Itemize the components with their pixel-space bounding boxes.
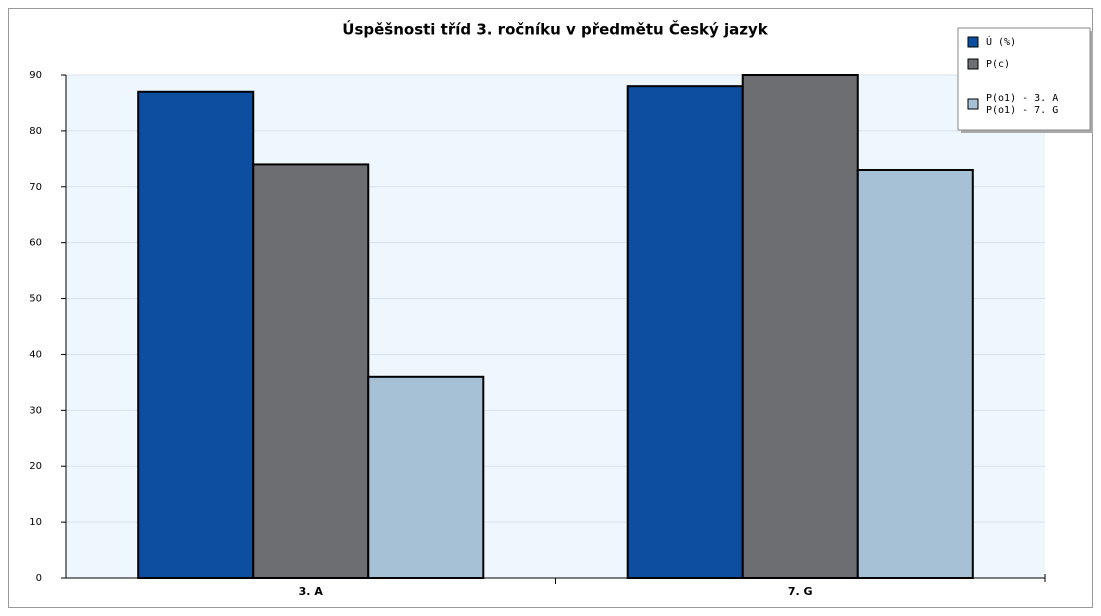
legend-swatch <box>967 98 979 110</box>
legend-label: P(c) <box>986 59 1010 70</box>
y-tick-label: 80 <box>29 126 42 137</box>
bar <box>367 375 485 579</box>
x-tick-label: 3. A <box>299 585 324 598</box>
chart-title: Úspěšnosti tříd 3. ročníku v předmětu Če… <box>342 20 768 39</box>
y-tick-label: 10 <box>29 517 42 528</box>
y-tick-label: 90 <box>29 70 42 81</box>
legend-swatch <box>967 36 979 48</box>
legend-label: P(o1) - 7. G <box>986 105 1058 116</box>
y-tick-label: 0 <box>36 573 42 584</box>
legend-swatch <box>967 58 979 70</box>
y-tick-label: 50 <box>29 294 42 305</box>
legend-box <box>957 27 1091 131</box>
bar <box>741 74 859 579</box>
bar <box>137 90 255 580</box>
y-tick-label: 60 <box>29 238 42 249</box>
y-tick-label: 20 <box>29 461 42 472</box>
y-tick-label: 40 <box>29 349 42 360</box>
bar <box>856 169 974 579</box>
bar <box>252 163 370 580</box>
legend-label: Ú (%) <box>986 35 1016 48</box>
legend-label: P(o1) - 3. A <box>986 93 1058 104</box>
y-tick-label: 30 <box>29 405 42 416</box>
x-tick-label: 7. G <box>788 585 813 598</box>
y-tick-label: 70 <box>29 182 42 193</box>
bar <box>626 85 744 580</box>
